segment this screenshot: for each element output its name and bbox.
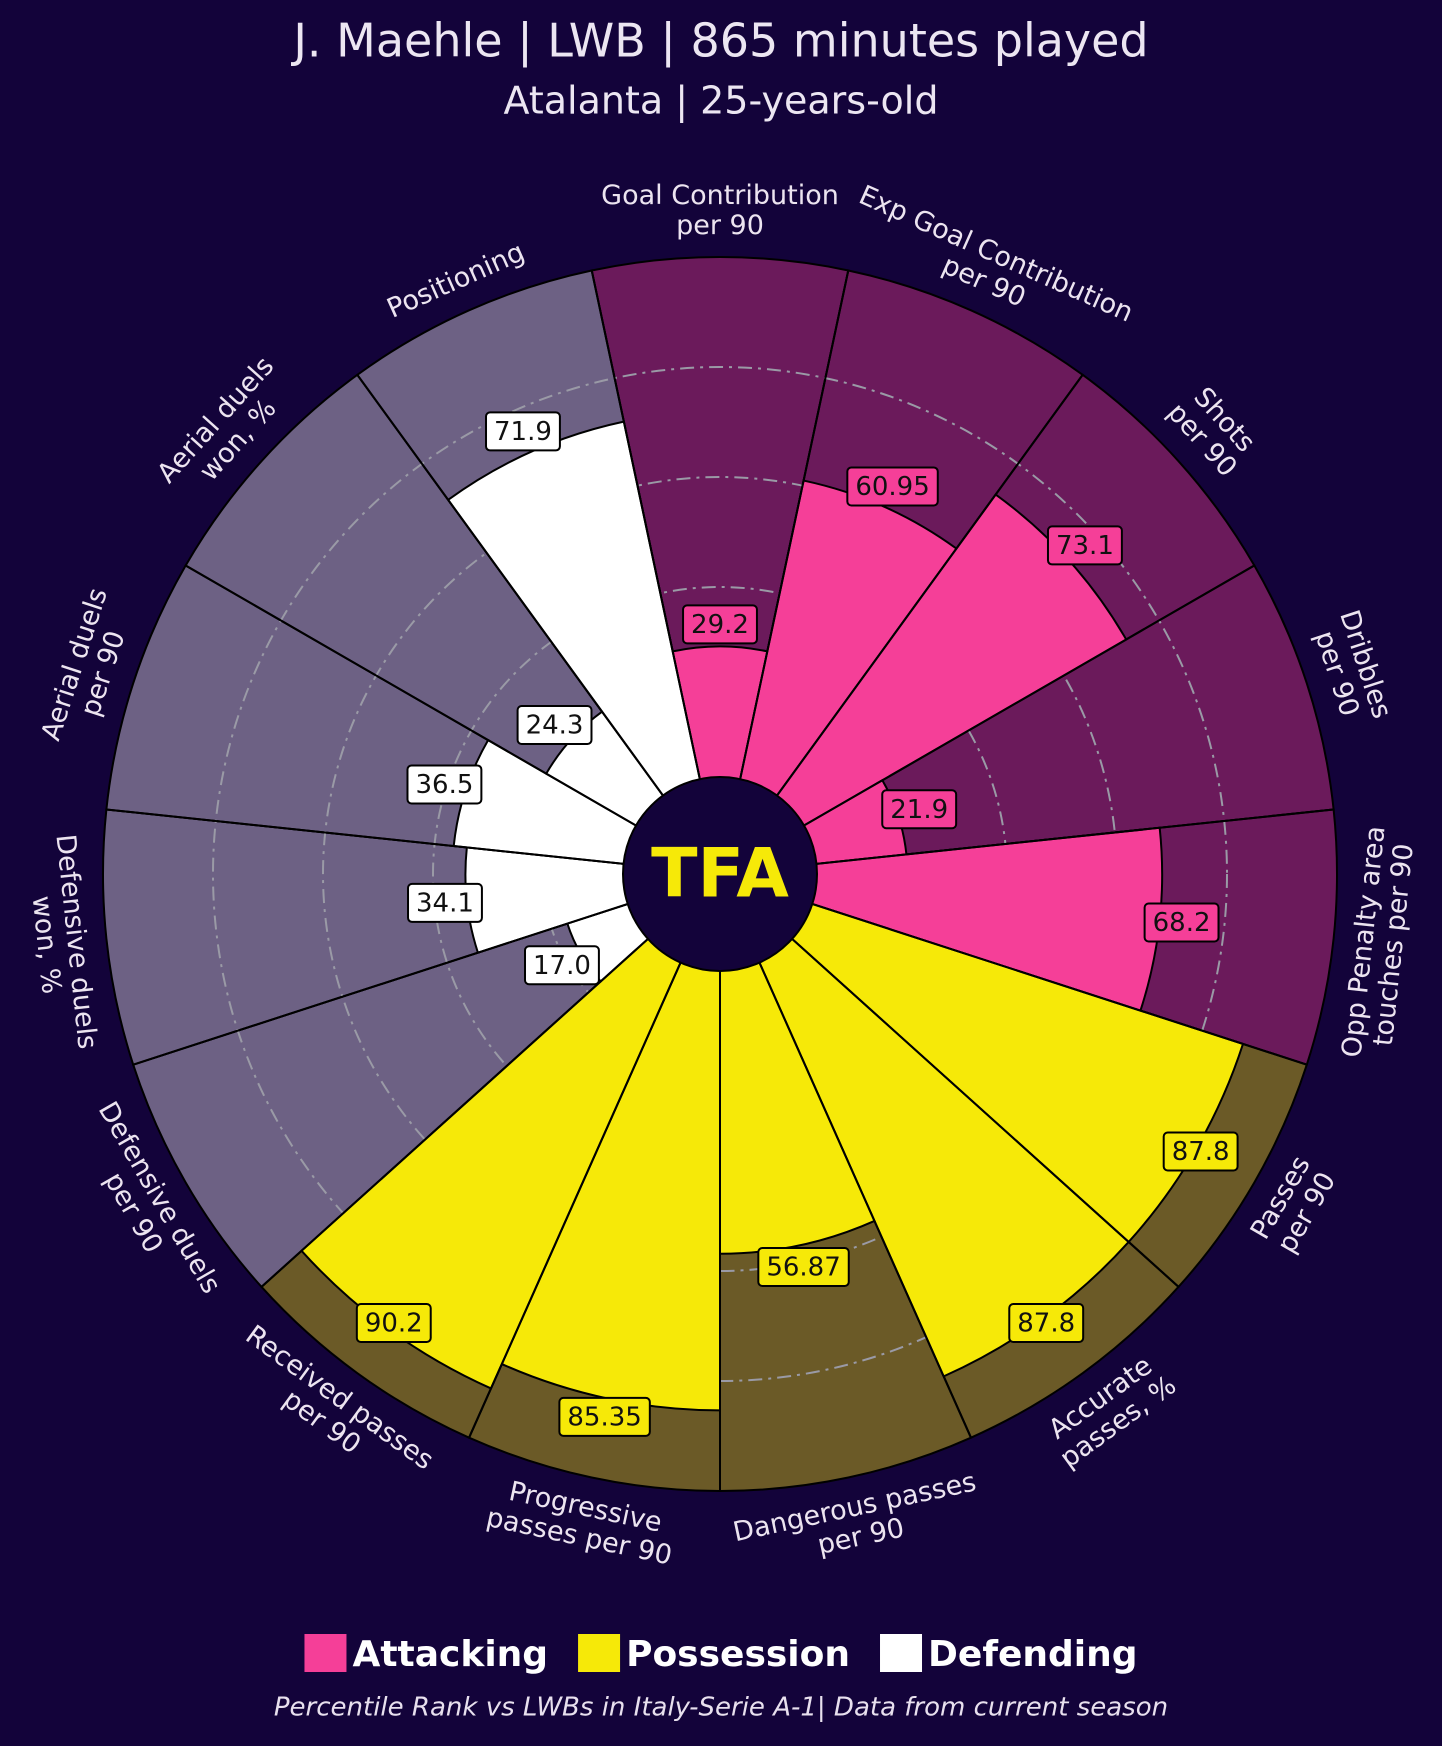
slice: [446, 420, 721, 875]
center-hole: [622, 776, 818, 972]
value-label: 29.2: [682, 604, 758, 645]
value-label: 87.8: [1008, 1303, 1085, 1344]
value-label-text: 24.3: [526, 711, 584, 741]
value-label: 90.2: [355, 1303, 432, 1344]
value-label-text: 56.87: [766, 1253, 840, 1283]
logo: TFA: [651, 835, 789, 914]
value-label: 71.9: [485, 411, 561, 452]
legend-swatch: [304, 1634, 347, 1672]
footer-note: Percentile Rank vs LWBs in Italy-Serie A…: [274, 1693, 1168, 1723]
value-label-box: [1046, 525, 1123, 566]
slice-separator: [719, 270, 850, 875]
value-label-text: 71.9: [494, 417, 552, 447]
slice-separator: [719, 873, 972, 1439]
slice-separator: [719, 564, 1255, 875]
category-label: Defensive duelswon, %: [20, 833, 103, 1054]
slice-separator: [719, 873, 1180, 1288]
value-label-text: 29.2: [691, 610, 749, 640]
value-label-box: [1162, 1131, 1239, 1172]
value-label-box: [407, 882, 483, 923]
slice-separator: [719, 374, 1084, 875]
value-label-text: 87.8: [1172, 1137, 1230, 1167]
slice-separator: [468, 873, 721, 1439]
value-label-text: 36.5: [415, 770, 473, 800]
chart-title: J. Maehle | LWB | 865 minutes played: [290, 14, 1148, 69]
legend-label: Possession: [626, 1634, 850, 1675]
value-label: 56.87: [757, 1247, 850, 1288]
value-label-text: 90.2: [365, 1309, 423, 1339]
value-label-box: [524, 945, 600, 986]
value-label: 34.1: [407, 882, 483, 923]
category-label: Opp Penalty areatouches per 90: [1336, 824, 1421, 1062]
category-label-line: per 90: [676, 210, 764, 241]
category-label: Goal Contribution per 90: [601, 180, 839, 241]
value-label-box: [516, 705, 593, 746]
value-label-box: [1143, 902, 1220, 943]
slice-separator: [132, 873, 721, 1066]
value-label-text: 73.1: [1056, 531, 1114, 561]
slice-separator: [106, 808, 721, 875]
value-label-box: [558, 1396, 651, 1437]
slice-separator: [719, 808, 1334, 875]
value-label: 21.9: [881, 789, 958, 830]
value-label: 85.35: [558, 1396, 651, 1437]
legend-label: Defending: [928, 1634, 1138, 1675]
value-label-text: 68.2: [1153, 908, 1211, 938]
value-label: 17.0: [524, 945, 600, 986]
value-label: 73.1: [1046, 525, 1123, 566]
value-label: 68.2: [1143, 902, 1220, 943]
value-label-box: [406, 764, 483, 805]
value-label-box: [846, 466, 939, 507]
category-label: Dribblesper 90: [1305, 606, 1398, 731]
value-label-box: [485, 411, 561, 452]
legend: Attacking Possession Defending: [304, 1634, 1138, 1675]
slice-background: [590, 256, 850, 875]
slice-separator: [260, 873, 721, 1288]
value-label-box: [682, 604, 758, 645]
value-label-text: 21.9: [890, 795, 948, 825]
value-label-box: [355, 1303, 432, 1344]
value-label-box: [1008, 1303, 1085, 1344]
value-label-box: [757, 1247, 850, 1288]
category-label-line: Goal Contribution: [601, 180, 839, 211]
value-label-text: 34.1: [416, 888, 474, 918]
slice-separator: [185, 564, 721, 875]
chart-subtitle: Atalanta | 25-years-old: [504, 79, 939, 124]
value-label: 87.8: [1162, 1131, 1239, 1172]
value-label: 36.5: [406, 764, 483, 805]
slice-separator: [590, 270, 721, 875]
value-label-text: 60.95: [855, 472, 929, 502]
value-label-text: 17.0: [533, 951, 591, 981]
slice: [719, 479, 958, 875]
value-label: 24.3: [516, 705, 593, 746]
slice: [719, 873, 876, 1255]
value-label-box: [881, 789, 958, 830]
value-label-text: 85.35: [567, 1402, 641, 1432]
legend-label: Attacking: [352, 1634, 548, 1675]
legend-swatch: [578, 1634, 621, 1672]
slice-separator: [356, 374, 721, 875]
slice-separator: [719, 873, 1308, 1066]
legend-swatch: [880, 1634, 923, 1672]
value-label: 60.95: [846, 466, 939, 507]
value-label-text: 87.8: [1017, 1309, 1075, 1339]
